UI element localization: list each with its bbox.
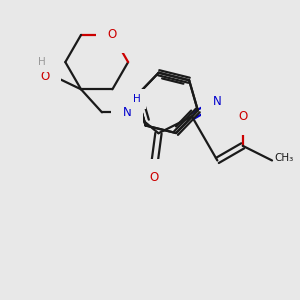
Text: O: O — [238, 110, 247, 123]
Text: O: O — [40, 70, 50, 83]
Text: N: N — [122, 106, 131, 119]
Text: O: O — [108, 28, 117, 41]
Text: N: N — [213, 95, 222, 108]
Text: CH₃: CH₃ — [274, 153, 293, 163]
Text: O: O — [150, 171, 159, 184]
Text: H: H — [38, 57, 46, 67]
Text: H: H — [133, 94, 140, 104]
